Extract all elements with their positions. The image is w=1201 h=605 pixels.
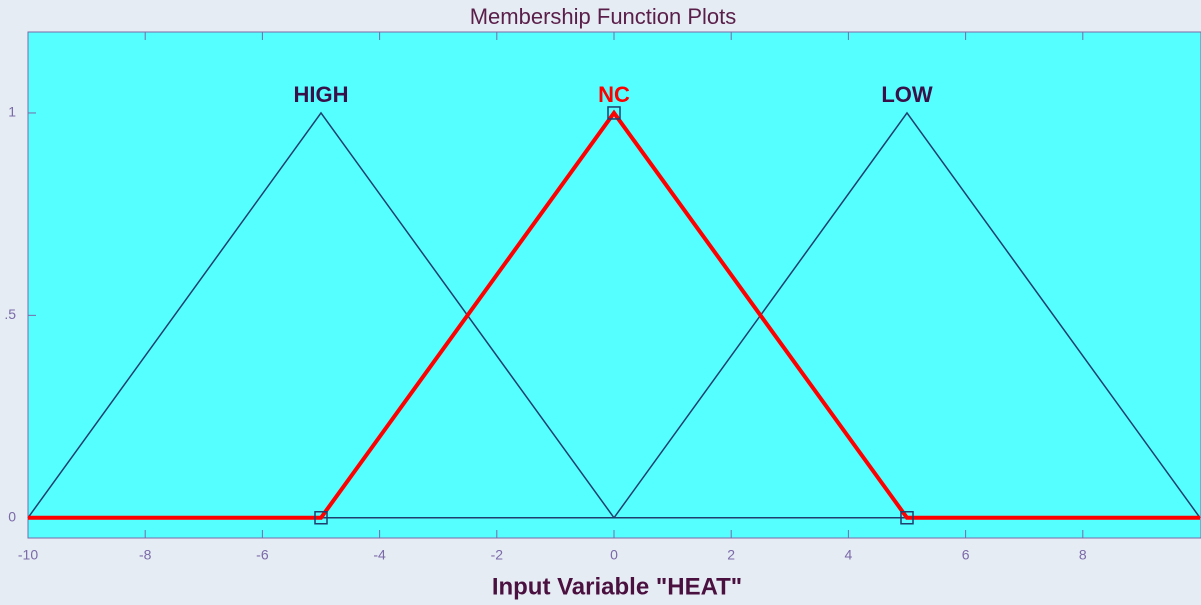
vertex-marker [607, 106, 621, 120]
mf-line [28, 109, 1200, 520]
vertex-marker [900, 511, 914, 525]
y-tick-label: 0 [8, 508, 16, 524]
x-tick-label: 0 [610, 547, 618, 563]
mf-label: HIGH [294, 82, 349, 107]
x-tick-label: 2 [727, 547, 735, 563]
mf-label: NC [598, 82, 630, 107]
x-axis-label: Input Variable "HEAT" [492, 573, 742, 600]
mf-label: LOW [881, 82, 933, 107]
x-tick-label: -10 [18, 547, 38, 563]
x-tick-label: -8 [139, 547, 152, 563]
y-tick-label: 1 [8, 104, 16, 120]
vertex-marker [314, 511, 328, 525]
x-tick-label: -2 [491, 547, 504, 563]
x-tick-label: 8 [1079, 547, 1087, 563]
x-tick-label: 6 [962, 547, 970, 563]
chart-title: Membership Function Plots [470, 4, 737, 29]
plot-area [27, 31, 1201, 539]
x-tick-label: 4 [845, 547, 853, 563]
y-tick-label: .5 [4, 306, 16, 322]
x-tick-label: -4 [373, 547, 386, 563]
x-tick-label: -6 [256, 547, 269, 563]
